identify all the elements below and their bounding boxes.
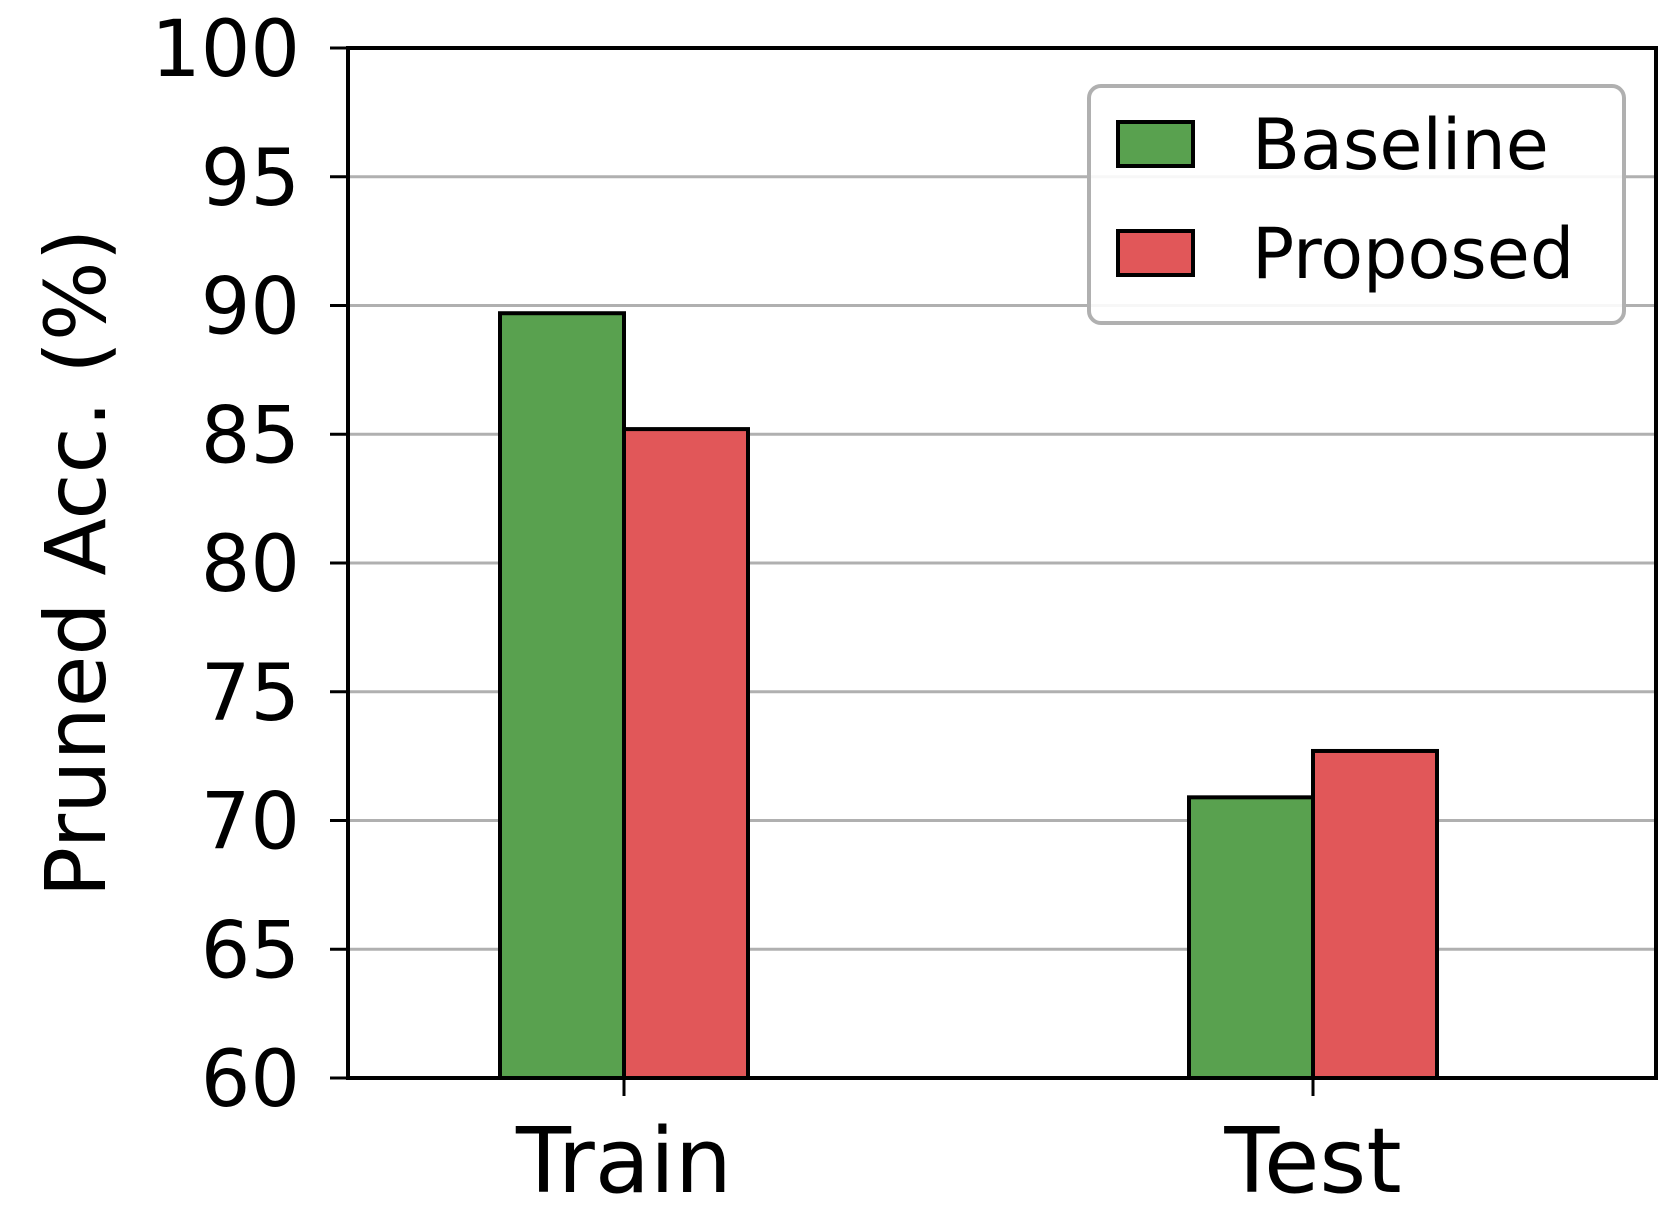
y-axis-label: Pruned Acc. (%) — [27, 228, 125, 897]
bar-baseline-train — [498, 311, 626, 1081]
bar-proposed-train — [622, 427, 750, 1081]
legend-swatch-baseline — [1116, 120, 1195, 168]
x-axis-ticks: Train Test — [515, 1078, 1402, 1214]
bar-baseline-test — [1187, 795, 1315, 1080]
legend-swatch-proposed — [1116, 229, 1195, 277]
y-tick-label-1: 65 — [201, 906, 300, 996]
y-tick-label-5: 85 — [201, 391, 300, 481]
legend: Baseline Proposed — [1087, 84, 1626, 325]
y-tick-label-2: 70 — [201, 778, 300, 868]
legend-box — [1087, 84, 1626, 325]
bars — [498, 311, 1439, 1081]
y-tick-label-3: 75 — [201, 649, 300, 739]
bar-proposed-test — [1311, 748, 1439, 1080]
y-tick-label-4: 80 — [201, 520, 300, 610]
y-tick-label-0: 60 — [201, 1035, 300, 1125]
y-tick-label-7: 95 — [201, 134, 300, 224]
y-tick-label-8: 100 — [151, 5, 300, 95]
legend-label-baseline: Baseline — [1252, 104, 1549, 186]
legend-label-proposed: Proposed — [1252, 213, 1574, 295]
y-axis-ticks: 60 65 70 75 80 85 90 95 100 — [151, 5, 348, 1125]
x-tick-label-train: Train — [515, 1109, 732, 1214]
y-tick-label-6: 90 — [201, 263, 300, 353]
x-tick-label-test: Test — [1223, 1109, 1401, 1214]
